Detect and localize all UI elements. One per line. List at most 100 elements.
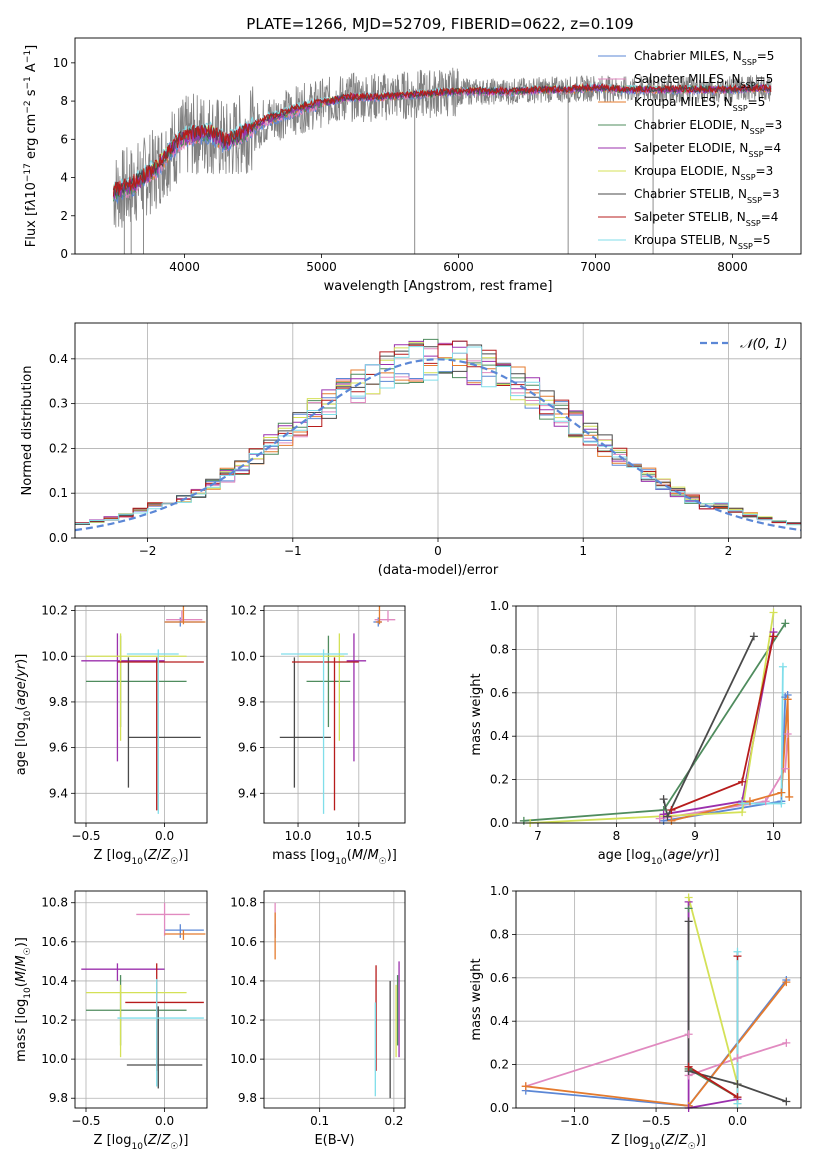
panel-mass_vs_Z: −0.5 0.0 9.8 10.0 10.2 10.4 10.6 10.8 Z [log10(Z… <box>14 890 208 1152</box>
y-tick-label: 10.2 <box>41 604 68 618</box>
weight-marker <box>783 730 792 739</box>
weight-age-x-axis-label: age [log10(age/yr)] <box>598 848 720 867</box>
axes-frame <box>515 605 802 824</box>
weight-marker <box>667 805 676 814</box>
plot-area <box>75 338 801 532</box>
x-tick-label: 0.1 <box>310 1114 329 1128</box>
panel-spectrum: 4000 5000 6000 7000 8000 0 2 4 6 8 10 wavelength [A… <box>23 37 802 294</box>
mass-ebv-x-axis-label: E(B-V) <box>314 1133 354 1148</box>
legend-label: Chabrier STELIB, NSSP=3 <box>634 187 780 205</box>
y-tick-label: 10.0 <box>41 649 68 663</box>
x-tick-label: −1 <box>284 544 302 558</box>
y-tick-label: 4 <box>60 171 68 185</box>
y-tick-label: 10.0 <box>230 1052 257 1066</box>
y-tick-label: 2 <box>60 209 68 223</box>
y-tick-label: 0.2 <box>49 441 68 455</box>
weight-marker <box>659 795 668 804</box>
axes-frame <box>74 890 208 1109</box>
axes-frame <box>515 890 802 1109</box>
normal-curve <box>75 358 801 532</box>
x-tick-label: 4000 <box>169 260 200 274</box>
x-tick-label: 0.2 <box>384 1114 403 1128</box>
weight-marker <box>684 1062 693 1071</box>
weight-marker <box>655 814 664 823</box>
y-tick-label: 0.0 <box>49 531 68 545</box>
plot-area <box>81 606 206 814</box>
y-tick-label: 10.4 <box>230 974 257 988</box>
weight-marker <box>781 764 790 773</box>
y-tick-label: 10.4 <box>41 974 68 988</box>
weight-marker <box>782 1097 791 1106</box>
y-tick-label: 0.0 <box>490 816 509 830</box>
weight-marker <box>781 619 790 628</box>
spectrum-data-line <box>113 67 772 228</box>
y-tick-label: 9.6 <box>49 741 68 755</box>
weight-age-y-axis-label: mass weight <box>469 673 484 755</box>
panel-mass_vs_ebv: 0.1 0.2 9.8 10.0 10.2 10.4 10.6 10.8 E(B-V) <box>230 890 406 1148</box>
y-tick-label: 1.0 <box>490 599 509 613</box>
y-tick-label: 10.8 <box>230 896 257 910</box>
y-tick-label: 9.8 <box>238 1091 257 1105</box>
y-tick-label: 0.8 <box>490 927 509 941</box>
panel-weight_vs_Z: −1.0 −0.5 0.0 0.0 0.2 0.4 0.6 0.8 1.0 Z [log10(Z/… <box>469 884 802 1152</box>
y-tick-label: 0.2 <box>490 1058 509 1072</box>
weight-marker <box>761 797 770 806</box>
residual-legend: 𝒩(0, 1) <box>700 337 787 352</box>
axes-frame <box>263 605 406 824</box>
legend-label: Kroupa MILES, NSSP=5 <box>634 95 765 113</box>
weight-marker <box>519 816 528 825</box>
weight-marker <box>782 978 791 987</box>
spectrum-model-line <box>112 82 772 197</box>
y-tick-label: 9.4 <box>238 786 257 800</box>
panel-age_vs_Z: −0.5 0.0 9.4 9.6 9.8 10.0 10.2 Z [log10(Z/Z☉)] a… <box>14 604 208 867</box>
y-tick-label: 10.6 <box>230 935 257 949</box>
x-tick-label: −0.5 <box>71 829 100 843</box>
weight-marker <box>769 632 778 641</box>
plot-area <box>81 902 206 1089</box>
x-tick-label: 7 <box>534 829 542 843</box>
y-tick-label: 9.8 <box>49 1091 68 1105</box>
weight-marker <box>521 1082 530 1091</box>
y-tick-label: 9.8 <box>49 695 68 709</box>
y-tick-label: 8 <box>60 94 68 108</box>
spectrum-x-axis-label: wavelength [Angstrom, rest frame] <box>324 279 553 294</box>
x-tick-label: 1 <box>579 544 587 558</box>
x-tick-label: 0.0 <box>728 1114 747 1128</box>
x-tick-label: −2 <box>139 544 157 558</box>
y-tick-label: 6 <box>60 132 68 146</box>
age-z-x-axis-label: Z [log10(Z/Z☉)] <box>94 848 189 867</box>
x-tick-label: 8 <box>613 829 621 843</box>
figure-title: PLATE=1266, MJD=52709, FIBERID=0622, z=0… <box>246 15 633 33</box>
legend-label: 𝒩(0, 1) <box>740 337 787 352</box>
weight-marker <box>663 812 672 821</box>
age-mass-x-axis-label: mass [log10(M/M☉)] <box>272 848 397 867</box>
y-tick-label: 0.4 <box>49 352 68 366</box>
x-tick-label: −1.0 <box>560 1114 589 1128</box>
residual-x-axis-label: (data-model)/error <box>378 563 499 578</box>
x-tick-label: 0 <box>434 544 442 558</box>
x-tick-label: 6000 <box>443 260 474 274</box>
x-tick-label: 0.0 <box>155 829 174 843</box>
x-tick-label: 2 <box>725 544 733 558</box>
y-tick-label: 0.0 <box>490 1101 509 1115</box>
y-tick-label: 0.2 <box>490 773 509 787</box>
weight-marker <box>745 797 754 806</box>
weight-marker <box>782 1038 791 1047</box>
weight-marker <box>667 816 676 825</box>
y-tick-label: 0.4 <box>490 1014 509 1028</box>
y-tick-label: 10.0 <box>41 1052 68 1066</box>
y-tick-label: 9.4 <box>49 786 68 800</box>
y-tick-label: 0.1 <box>49 486 68 500</box>
weight-marker <box>684 893 693 902</box>
panel-residuals: −2 −1 0 1 2 0.0 0.1 0.2 0.3 0.4 (data-model)/error… <box>20 322 802 578</box>
y-tick-label: 10 <box>53 56 68 70</box>
legend-label: Chabrier MILES, NSSP=5 <box>634 49 774 67</box>
weight-z-y-axis-label: mass weight <box>469 958 484 1040</box>
y-tick-label: 10.2 <box>41 1013 68 1027</box>
weight-marker <box>684 917 693 926</box>
mass-z-x-axis-label: Z [log10(Z/Z☉)] <box>94 1133 189 1152</box>
plot-area <box>279 606 396 814</box>
weight-marker <box>684 1030 693 1039</box>
spectrum-y-axis-label: Flux [fλ10−17 erg cm−2 s−1 A−1] <box>23 45 39 247</box>
y-tick-label: 10.2 <box>230 1013 257 1027</box>
